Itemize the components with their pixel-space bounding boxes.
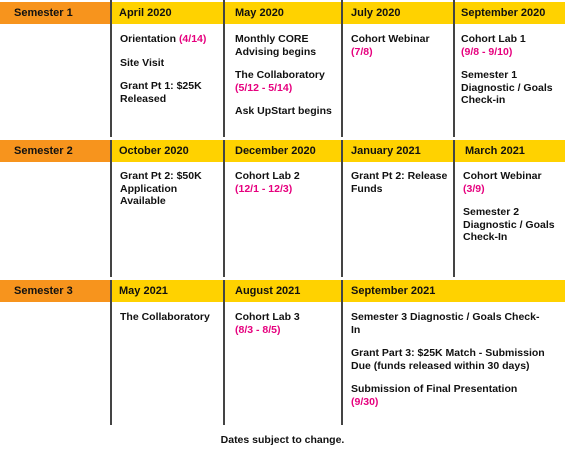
month-header-march-2021: March 2021 xyxy=(455,140,565,162)
divider-s1-a xyxy=(110,0,112,137)
event: Grant Pt 2: $50K Application Available xyxy=(120,170,202,207)
divider-s2-d xyxy=(453,140,455,277)
divider-s3-c xyxy=(341,280,343,425)
cell-may-2020: Monthly CORE Advising begins The Collabo… xyxy=(235,33,339,129)
month-header-september-2020: September 2020 xyxy=(455,2,565,24)
cell-september-2021: Semester 3 Diagnostic / Goals Check-In G… xyxy=(351,311,547,419)
event: Grant Part 3: $25K Match - Submission Du… xyxy=(351,347,545,372)
divider-s2-a xyxy=(110,140,112,277)
month-header-april-2020: April 2020 xyxy=(111,2,223,24)
event: Cohort Lab 2 (12/1 - 12/3) xyxy=(235,170,300,195)
semester-3-header: Semester 3 xyxy=(0,280,110,302)
divider-s3-a xyxy=(110,280,112,425)
event: Cohort Lab 3 (8/3 - 8/5) xyxy=(235,311,300,336)
cell-december-2020: Cohort Lab 2 (12/1 - 12/3) xyxy=(235,170,339,206)
event: Cohort Webinar (7/8) xyxy=(351,33,430,58)
event: Ask UpStart begins xyxy=(235,105,332,117)
divider-s1-d xyxy=(453,0,455,137)
divider-s1-b xyxy=(223,0,225,137)
cell-august-2021: Cohort Lab 3 (8/3 - 8/5) xyxy=(235,311,339,347)
event: Semester 2 Diagnostic / Goals Check-In xyxy=(463,206,555,243)
event: Orientation (4/14) xyxy=(120,33,207,45)
event: The Collaboratory (5/12 - 5/14) xyxy=(235,69,325,94)
cell-may-2021: The Collaboratory xyxy=(120,311,220,335)
divider-s3-b xyxy=(223,280,225,425)
event: Grant Pt 2: Release Funds xyxy=(351,170,448,195)
cell-september-2020: Cohort Lab 1 (9/8 - 9/10) Semester 1 Diag… xyxy=(461,33,561,118)
month-header-may-2020: May 2020 xyxy=(225,2,341,24)
month-header-january-2021: January 2021 xyxy=(343,140,453,162)
cell-april-2020: Orientation (4/14) Site Visit Grant Pt 1… xyxy=(120,33,220,116)
semester-2-header: Semester 2 xyxy=(0,140,110,162)
event: Submission of Final Presentation (9/30) xyxy=(351,383,518,408)
cell-january-2021: Grant Pt 2: Release Funds xyxy=(351,170,451,206)
month-header-august-2021: August 2021 xyxy=(225,280,341,302)
month-header-october-2020: October 2020 xyxy=(111,140,223,162)
event: Semester 1 Diagnostic / Goals Check-in xyxy=(461,69,553,106)
event: The Collaboratory xyxy=(120,311,210,323)
footer-note: Dates subject to change. xyxy=(220,434,345,446)
divider-s1-c xyxy=(341,0,343,137)
month-header-december-2020: December 2020 xyxy=(225,140,341,162)
cell-october-2020: Grant Pt 2: $50K Application Available xyxy=(120,170,220,219)
event: Cohort Lab 1 (9/8 - 9/10) xyxy=(461,33,526,58)
event: Cohort Webinar (3/9) xyxy=(463,170,542,195)
event: Grant Pt 1: $25K Released xyxy=(120,80,202,105)
month-header-september-2021: September 2021 xyxy=(343,280,565,302)
cell-march-2021: Cohort Webinar (3/9) Semester 2 Diagnosti… xyxy=(463,170,563,255)
month-header-july-2020: July 2020 xyxy=(343,2,453,24)
event: Monthly CORE Advising begins xyxy=(235,33,317,58)
month-header-may-2021: May 2021 xyxy=(111,280,223,302)
divider-s2-b xyxy=(223,140,225,277)
event: Semester 3 Diagnostic / Goals Check-In xyxy=(351,311,540,336)
event: Site Visit xyxy=(120,56,165,69)
divider-s2-c xyxy=(341,140,343,277)
cell-july-2020: Cohort Webinar (7/8) xyxy=(351,33,451,69)
semester-1-header: Semester 1 xyxy=(0,2,110,24)
